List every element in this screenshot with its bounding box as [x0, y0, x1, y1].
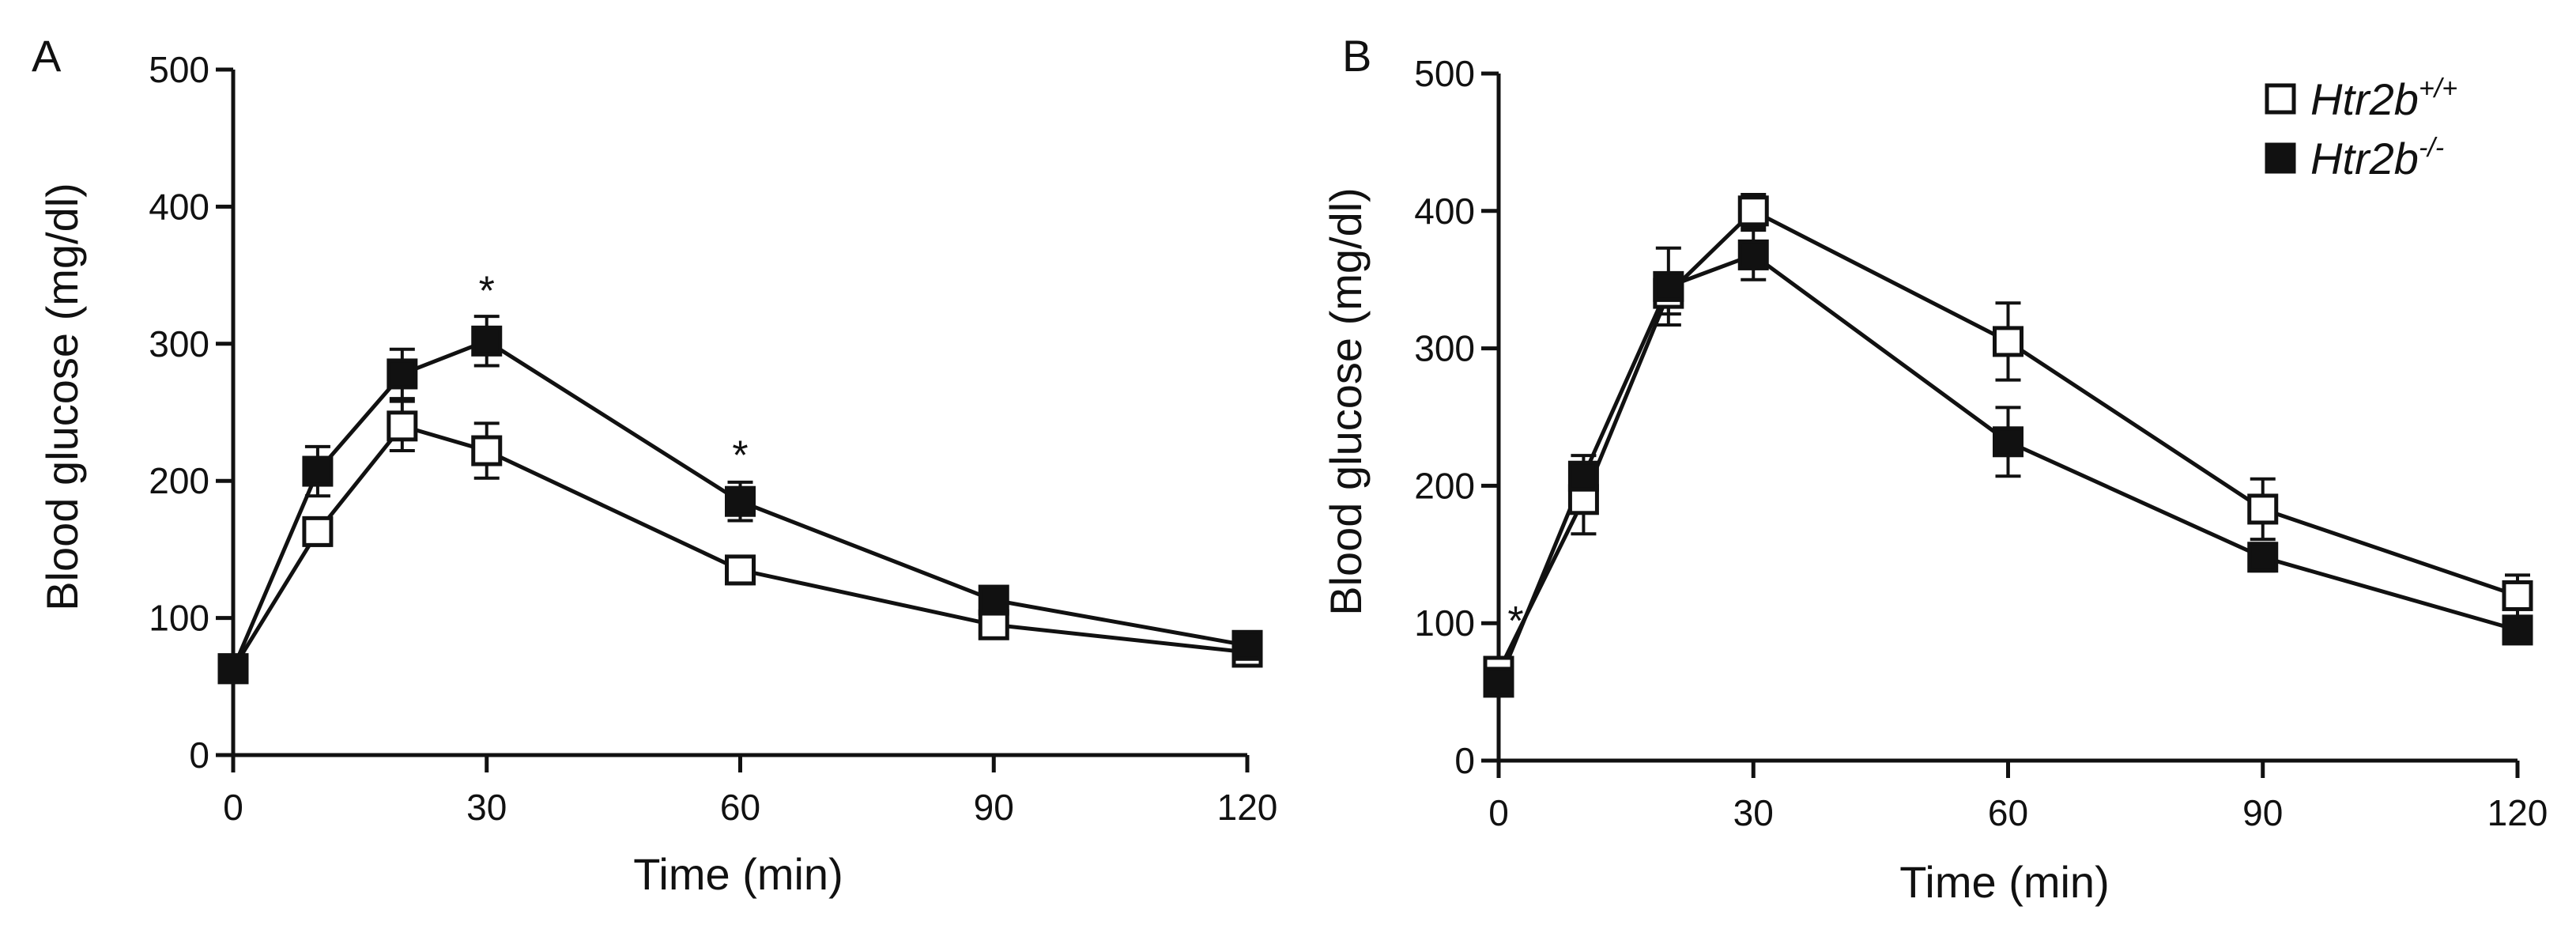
x-tick-label: 0 — [1488, 792, 1509, 833]
data-point-wt — [302, 515, 334, 547]
x-axis-title-a: Time (min) — [633, 849, 843, 899]
data-point-ko — [471, 325, 503, 357]
panel-a: A Blood glucose (mg/dl) Time (min) 0 100 2… — [32, 31, 1277, 899]
y-tick-label: 100 — [149, 598, 209, 639]
y-axis-title-b: Blood glucose (mg/dl) — [1321, 187, 1371, 616]
data-point-wt — [1737, 195, 1769, 227]
data-point-ko — [1567, 460, 1599, 492]
y-tick-label: 400 — [149, 186, 209, 227]
y-tick-label: 500 — [1414, 53, 1475, 94]
data-point-ko — [725, 485, 756, 517]
x-tick-label: 90 — [2242, 792, 2283, 833]
significance-star: * — [732, 433, 748, 479]
x-tick-label: 120 — [1217, 787, 1278, 828]
data-point-ko — [387, 358, 418, 390]
x-axis-title-b: Time (min) — [1899, 857, 2109, 907]
significance-star: * — [479, 268, 495, 314]
data-point-ko — [1737, 239, 1769, 270]
y-tick-label: 0 — [1454, 740, 1475, 781]
y-tick-label: 100 — [1414, 602, 1475, 644]
data-point-ko — [1653, 270, 1684, 302]
legend-marker — [2265, 142, 2296, 174]
data-point-ko — [302, 455, 334, 487]
x-tick-label: 0 — [223, 787, 243, 828]
y-tick-label: 0 — [189, 735, 209, 776]
data-point-ko — [2247, 542, 2279, 573]
y-tick-label: 500 — [149, 49, 209, 90]
data-point-wt — [1993, 326, 2023, 357]
x-tick-label: 30 — [466, 787, 507, 828]
data-point-ko — [2502, 614, 2533, 646]
legend-marker — [2265, 83, 2296, 115]
y-tick-label: 400 — [1414, 191, 1475, 232]
legend-label: Htr2b+/+ — [2310, 74, 2457, 124]
y-tick-label: 200 — [149, 460, 209, 501]
data-point-wt — [387, 410, 418, 442]
x-tick-label: 90 — [974, 787, 1014, 828]
legend-label: Htr2b-/- — [2310, 133, 2444, 183]
panel-label-b: B — [1342, 31, 1371, 81]
panel-b: B Blood glucose (mg/dl) Time (min) 0 100 2… — [1321, 31, 2548, 907]
y-tick-label: 300 — [1414, 328, 1475, 369]
data-point-ko — [978, 584, 1009, 616]
data-point-ko — [1483, 667, 1514, 698]
x-tick-label: 30 — [1733, 792, 1774, 833]
data-point-wt — [725, 554, 756, 586]
significance-star: * — [1507, 599, 1523, 644]
y-tick-label: 200 — [1414, 465, 1475, 506]
data-point-ko — [1231, 629, 1263, 661]
data-point-wt — [2502, 580, 2533, 611]
x-tick-label: 60 — [720, 787, 760, 828]
x-tick-label: 120 — [2487, 792, 2548, 833]
data-point-ko — [217, 653, 249, 685]
data-point-ko — [1993, 426, 2023, 458]
y-tick-label: 300 — [149, 323, 209, 364]
data-point-wt — [2247, 493, 2279, 525]
data-point-wt — [471, 435, 503, 466]
panel-label-a: A — [32, 31, 62, 81]
y-axis-title-a: Blood glucose (mg/dl) — [37, 183, 87, 611]
x-tick-label: 60 — [1988, 792, 2028, 833]
